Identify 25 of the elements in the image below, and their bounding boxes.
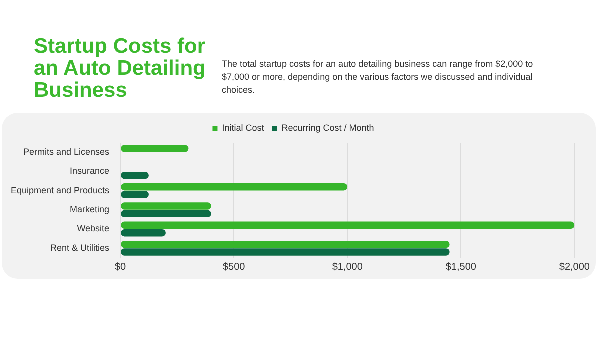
bar — [121, 229, 166, 237]
legend-label: Initial Cost — [222, 122, 265, 133]
x-tick-label: $2,000 — [559, 262, 590, 273]
x-tick-label: $1,000 — [332, 262, 364, 273]
y-tick-label: Marketing — [70, 204, 110, 215]
bar — [121, 210, 212, 218]
bar — [121, 145, 189, 152]
y-tick-label: Website — [77, 224, 110, 234]
bar — [121, 202, 212, 210]
chart-title: Startup Costs for an Auto Detailing Business — [34, 35, 206, 102]
x-tick-label: $0 — [115, 262, 127, 273]
x-tick-label: $1,500 — [446, 262, 477, 273]
bar — [121, 240, 450, 248]
x-tick-label: $500 — [222, 262, 246, 273]
chart-subtitle: The total startup costs for an auto detailing business can range from $2,000 to $7,000 or more, depending on the various factors we discussed and individual choices. — [222, 58, 534, 97]
bar — [121, 183, 348, 191]
bar — [121, 222, 575, 230]
bar — [121, 191, 149, 198]
y-tick-label: Permits and Licenses — [24, 147, 110, 158]
y-tick-label: Rent & Utilities — [50, 242, 110, 253]
legend-label: Recurring Cost / Month — [282, 122, 374, 133]
bar — [121, 248, 450, 256]
bar — [121, 172, 149, 180]
y-tick-label: Equipment and Products — [11, 185, 110, 196]
y-tick-label: Insurance — [70, 166, 110, 176]
